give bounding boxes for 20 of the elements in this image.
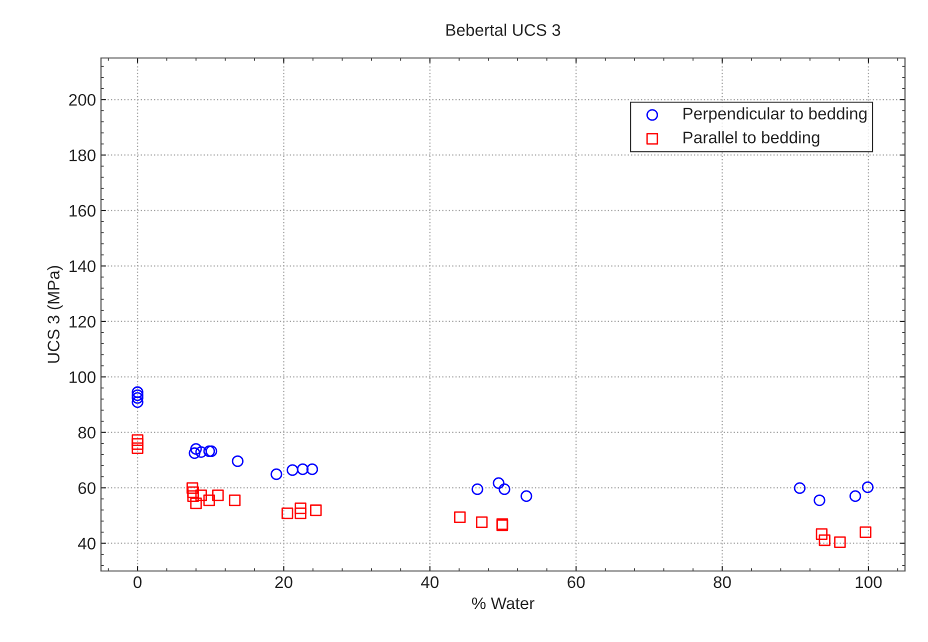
x-tick-label: 80 bbox=[714, 576, 731, 588]
legend-label: Perpendicular to bedding bbox=[684, 107, 866, 123]
x-tick-label: 0 bbox=[134, 576, 142, 588]
x-axis-title: % Water bbox=[472, 597, 534, 610]
y-axis-title: UCS 3 (MPa) bbox=[47, 266, 63, 363]
y-tick-label: 60 bbox=[78, 482, 96, 494]
y-tick-label: 140 bbox=[70, 260, 96, 272]
y-tick-label: 160 bbox=[70, 204, 96, 217]
x-tick-label: 40 bbox=[421, 576, 439, 588]
y-tick-label: 180 bbox=[70, 149, 96, 162]
chart-title: Bebertal UCS 3 bbox=[446, 24, 560, 36]
legend-label: Parallel to bedding bbox=[684, 131, 820, 147]
y-tick-label: 40 bbox=[78, 538, 96, 550]
y-tick-label: 100 bbox=[70, 371, 96, 384]
x-tick-label: 100 bbox=[856, 576, 882, 588]
y-tick-label: 80 bbox=[78, 426, 96, 439]
y-tick-label: 200 bbox=[69, 94, 96, 106]
x-tick-label: 60 bbox=[568, 576, 585, 588]
y-tick-label: 120 bbox=[70, 316, 96, 328]
x-tick-label: 20 bbox=[275, 576, 292, 588]
